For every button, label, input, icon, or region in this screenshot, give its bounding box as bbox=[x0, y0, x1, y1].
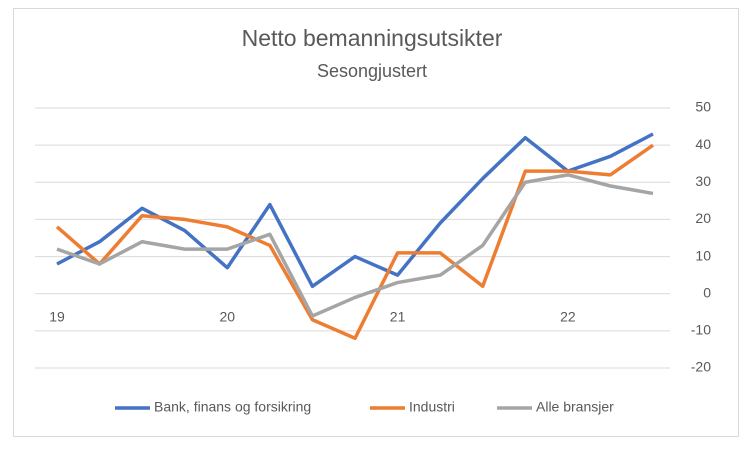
line-series bbox=[55, 143, 655, 341]
y-tick-label: -20 bbox=[691, 359, 711, 375]
x-tick-label: 20 bbox=[219, 308, 235, 324]
x-tick-label: 19 bbox=[49, 308, 65, 324]
chart-title: Netto bemanningsutsikter bbox=[242, 25, 503, 51]
x-tick-label: 21 bbox=[390, 308, 406, 324]
legend-label: Bank, finans og forsikring bbox=[154, 399, 311, 415]
y-tick-label: 10 bbox=[695, 247, 711, 263]
chart-subtitle: Sesongjustert bbox=[317, 61, 427, 81]
y-tick-label: 50 bbox=[695, 99, 711, 115]
line-series bbox=[56, 173, 654, 318]
y-tick-label: 0 bbox=[703, 284, 711, 300]
legend-label: Industri bbox=[409, 399, 455, 415]
legend-label: Alle bransjer bbox=[536, 399, 614, 415]
y-tick-label: 30 bbox=[695, 173, 711, 189]
y-tick-label: 40 bbox=[695, 136, 711, 152]
y-tick-label: -10 bbox=[691, 322, 711, 338]
y-tick-label: 20 bbox=[695, 210, 711, 226]
x-tick-label: 22 bbox=[560, 308, 576, 324]
